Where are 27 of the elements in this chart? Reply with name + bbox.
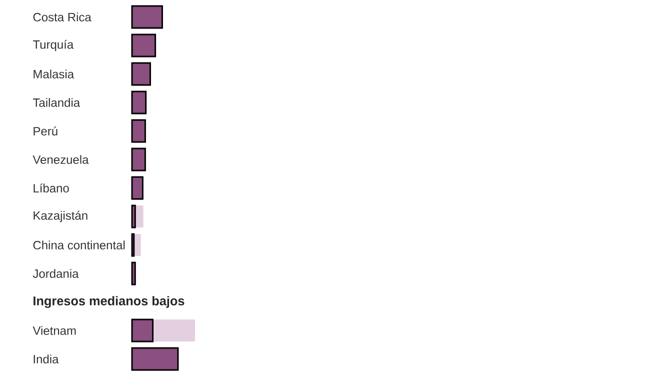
y-tick-label: Turquía [32, 40, 74, 52]
y-tick-label: Vietnam [32, 326, 76, 335]
y-tick-label: Jordania [32, 269, 79, 278]
y-tick-label: Venezuela [32, 155, 89, 164]
bar [131, 34, 156, 58]
annotation: Ingresos medianos bajos [34, 296, 184, 308]
bar [131, 148, 146, 172]
bar [131, 62, 152, 86]
bar [134, 234, 141, 256]
y-tick-label: Kazajistán [34, 210, 88, 222]
y-tick-label: Perú [34, 126, 58, 136]
bar [131, 204, 136, 228]
bar [131, 262, 136, 286]
y-tick-label: India [34, 354, 59, 364]
y-tick-label: Líbano [34, 184, 69, 192]
y-tick-label: Malasia [34, 70, 74, 78]
bar [131, 318, 154, 342]
y-tick-label: China continental [33, 240, 125, 250]
y-tick-label: Costa Rica [33, 12, 92, 22]
bar [131, 176, 144, 200]
bar [131, 347, 179, 371]
bar [131, 119, 146, 143]
bar [131, 90, 147, 114]
y-tick-label: Tailandia [32, 98, 80, 107]
bar [152, 320, 195, 342]
bar [135, 206, 144, 228]
bar [131, 5, 163, 29]
